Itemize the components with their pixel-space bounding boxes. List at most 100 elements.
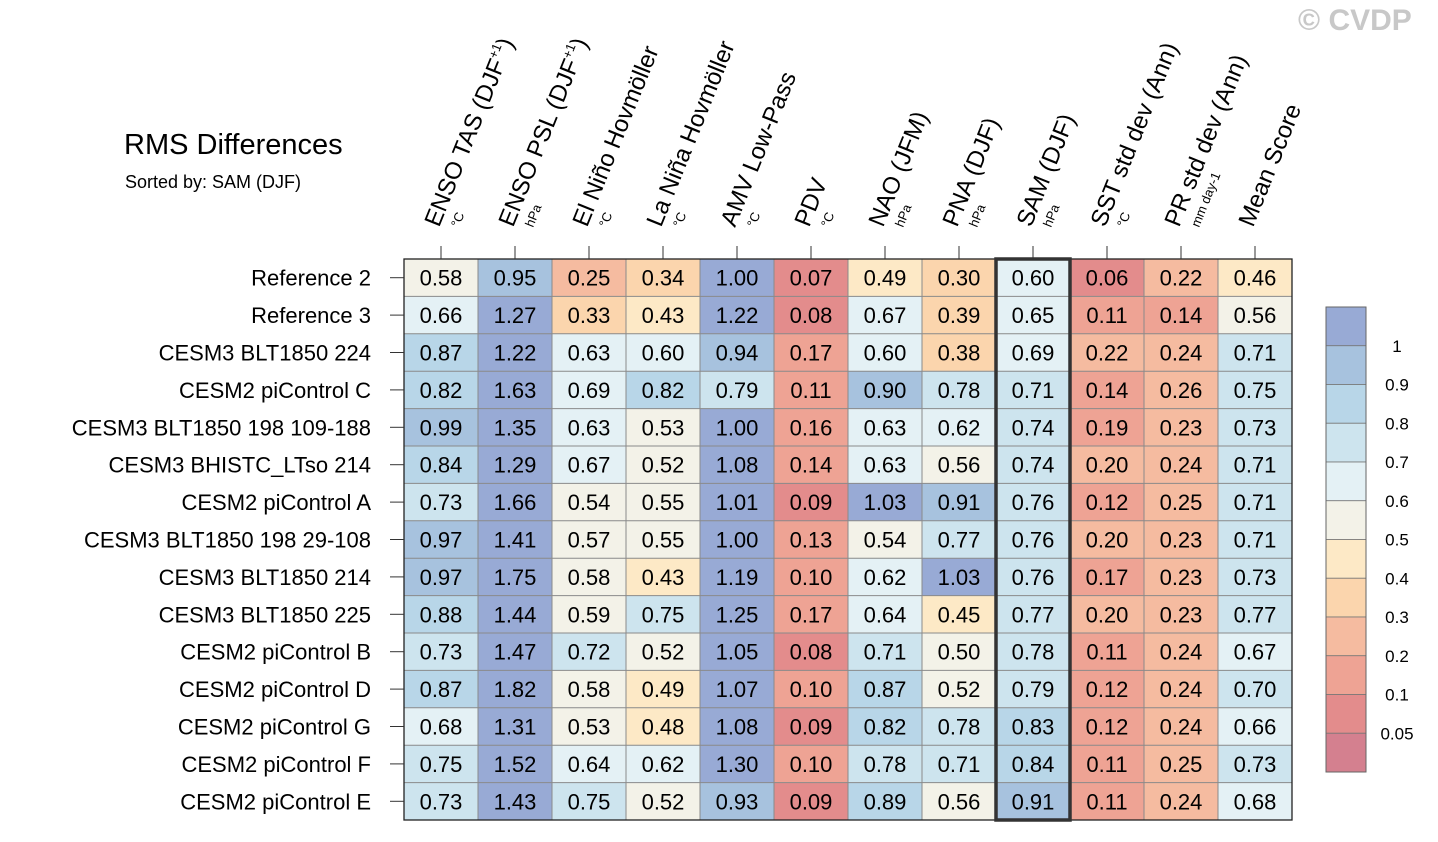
cell-value: 0.20 bbox=[1086, 528, 1129, 553]
cell-value: 0.67 bbox=[864, 303, 907, 328]
cell-value: 0.11 bbox=[1086, 640, 1127, 665]
cell-value: 1.31 bbox=[494, 715, 537, 740]
heatmap-cell bbox=[404, 745, 478, 783]
heatmap-cell bbox=[848, 371, 922, 409]
heatmap-cell bbox=[996, 333, 1070, 372]
heatmap-cell bbox=[848, 782, 922, 820]
heatmap-cell bbox=[1144, 633, 1218, 671]
cell-value: 1.52 bbox=[494, 752, 537, 777]
cell-value: 0.06 bbox=[1086, 266, 1129, 291]
heatmap-cell bbox=[626, 483, 700, 521]
cell-value: 1.66 bbox=[494, 490, 537, 515]
heatmap-cell bbox=[700, 745, 774, 783]
heatmap-cell bbox=[1144, 670, 1218, 708]
cell-value: 0.39 bbox=[938, 303, 981, 328]
heatmap-cell bbox=[848, 633, 922, 671]
heatmap-cell bbox=[404, 333, 478, 372]
heatmap-cell bbox=[552, 633, 626, 671]
cell-value: 0.75 bbox=[1234, 378, 1277, 403]
row-label: CESM2 piControl E bbox=[180, 789, 371, 814]
colorbar-border bbox=[1325, 306, 1367, 773]
heatmap-cell bbox=[700, 408, 774, 446]
cell-value: 0.14 bbox=[790, 453, 833, 478]
colorbar-tick-label: 0.7 bbox=[1385, 453, 1409, 472]
heatmap-cell bbox=[996, 259, 1070, 297]
cell-value: 0.94 bbox=[716, 341, 759, 366]
cell-value: 0.78 bbox=[938, 715, 981, 740]
cell-value: 0.52 bbox=[938, 677, 981, 702]
cell-value: 0.66 bbox=[1234, 715, 1277, 740]
column-header-label: Mean Score bbox=[1234, 100, 1308, 230]
cell-value: 0.53 bbox=[642, 415, 685, 440]
heatmap-cell bbox=[552, 371, 626, 409]
cell-value: 0.74 bbox=[1012, 453, 1055, 478]
chart-title: RMS Differences bbox=[124, 129, 343, 161]
heatmap-cell bbox=[1070, 333, 1144, 372]
cell-value: 0.63 bbox=[568, 415, 611, 440]
cell-value: 1.25 bbox=[716, 602, 759, 627]
cell-value: 0.56 bbox=[1234, 303, 1277, 328]
heatmap-cell bbox=[1070, 745, 1144, 783]
cell-value: 0.09 bbox=[790, 789, 833, 814]
colorbar-tick-label: 0.5 bbox=[1385, 531, 1409, 550]
heatmap-cell bbox=[1070, 670, 1144, 708]
row-label: Reference 3 bbox=[251, 303, 371, 328]
cell-value: 0.45 bbox=[938, 602, 981, 627]
heatmap-cell bbox=[1144, 333, 1218, 372]
colorbar: 1 0.9 0.8 0.7 0.6 0.5 0.4 0.3 0.2 0.1 0.05 bbox=[1325, 306, 1414, 773]
cell-value: 0.55 bbox=[642, 490, 685, 515]
heatmap-cell bbox=[478, 782, 552, 820]
heatmap-cell bbox=[404, 296, 478, 334]
heatmap-cell bbox=[626, 745, 700, 783]
heatmap-cell bbox=[774, 520, 848, 559]
heatmap-cell bbox=[552, 745, 626, 783]
cell-value: 0.87 bbox=[420, 341, 463, 366]
heatmap-cell bbox=[848, 483, 922, 521]
cell-value: 0.17 bbox=[790, 602, 833, 627]
cell-value: 0.69 bbox=[568, 378, 611, 403]
colorbar-segment bbox=[1325, 345, 1367, 385]
heatmap-cell bbox=[774, 558, 848, 596]
cell-value: 0.54 bbox=[864, 528, 907, 553]
cell-value: 0.46 bbox=[1234, 266, 1277, 291]
heatmap-cell bbox=[774, 595, 848, 633]
cell-value: 0.82 bbox=[420, 378, 463, 403]
cell-value: 0.11 bbox=[790, 378, 831, 403]
heatmap-cell bbox=[404, 633, 478, 671]
cell-value: 0.75 bbox=[420, 752, 463, 777]
heatmap-cell bbox=[996, 520, 1070, 559]
cell-value: 0.68 bbox=[420, 715, 463, 740]
heatmap-cell bbox=[922, 633, 996, 671]
cell-value: 1.63 bbox=[494, 378, 537, 403]
cell-value: 0.11 bbox=[1086, 752, 1127, 777]
heatmap-cell bbox=[1218, 296, 1292, 334]
cell-value: 0.63 bbox=[864, 415, 907, 440]
heatmap-cell bbox=[1218, 670, 1292, 708]
cell-value: 0.78 bbox=[938, 378, 981, 403]
column-header: AMV Low-Pass bbox=[716, 68, 802, 230]
cell-value: 0.65 bbox=[1012, 303, 1055, 328]
heatmap-cell bbox=[478, 670, 552, 708]
heatmap-cell bbox=[700, 259, 774, 297]
heatmap-cell bbox=[552, 558, 626, 596]
cell-value: 0.75 bbox=[642, 602, 685, 627]
cell-value: 1.08 bbox=[716, 453, 759, 478]
heatmap-cell bbox=[1218, 745, 1292, 783]
heatmap-cell bbox=[1218, 707, 1292, 746]
heatmap-cell bbox=[1144, 595, 1218, 633]
heatmap-cell bbox=[700, 633, 774, 671]
heatmap-cell bbox=[700, 296, 774, 334]
heatmap-cell bbox=[1070, 296, 1144, 334]
colorbar-tick-label: 0.3 bbox=[1385, 608, 1409, 627]
heatmap-cell bbox=[922, 782, 996, 820]
cell-value: 0.76 bbox=[1012, 528, 1055, 553]
cell-value: 0.93 bbox=[716, 789, 759, 814]
colorbar-tick-label: 0.4 bbox=[1385, 569, 1409, 588]
column-header-superscript: +1 bbox=[485, 41, 504, 60]
column-unit-label: °C bbox=[818, 210, 837, 229]
row-label: CESM2 piControl A bbox=[181, 490, 371, 515]
heatmap-cell bbox=[1218, 782, 1292, 820]
heatmap-cell bbox=[922, 707, 996, 746]
cell-value: 0.24 bbox=[1160, 341, 1203, 366]
column-unit-label: °C bbox=[596, 210, 615, 229]
